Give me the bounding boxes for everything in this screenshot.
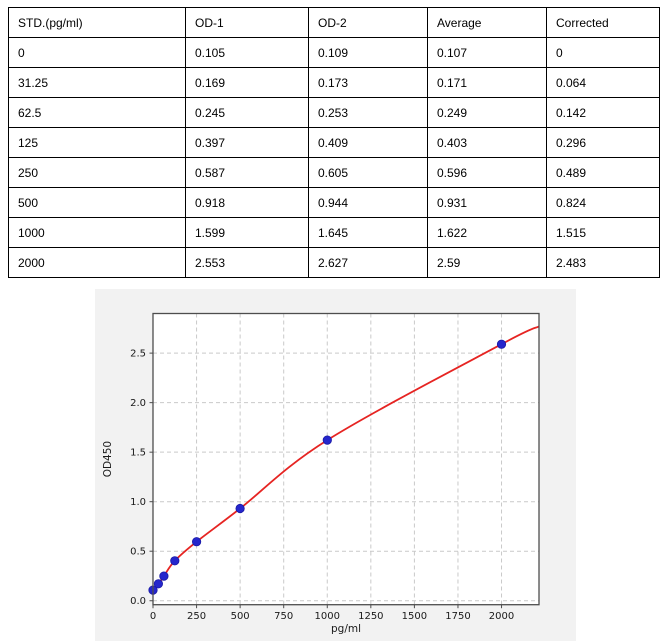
table-cell: 0.249 [427,97,547,128]
table-cell: 2.553 [185,247,309,278]
table-row: 62.5 0.245 0.253 0.249 0.142 [8,97,660,128]
table-cell: 0.169 [185,67,309,98]
table-row: 500 0.918 0.944 0.931 0.824 [8,187,660,218]
scatter-point [192,537,202,547]
plot-border [152,312,540,606]
x-tick-label: 250 [187,611,206,622]
table-cell: 0.171 [427,67,547,98]
table-cell: 0.944 [308,187,428,218]
table-cell: 2000 [8,247,186,278]
table-cell: 0.142 [546,97,660,128]
table-cell: 1.622 [427,217,547,248]
table-header-cell: OD-1 [185,7,309,38]
table-row: 2000 2.553 2.627 2.59 2.483 [8,247,660,278]
table-cell: 0.596 [427,157,547,188]
scatter-point [170,556,180,566]
table-cell: 500 [8,187,186,218]
x-tick-label: 1250 [358,611,383,622]
table-cell: 2.627 [308,247,428,278]
table-cell: 0.105 [185,37,309,68]
table-cell: 0.173 [308,67,428,98]
table-cell: 2.59 [427,247,547,278]
table-cell: 2.483 [546,247,660,278]
scatter-point [496,339,507,349]
table-cell: 0.109 [308,37,428,68]
table-cell: 250 [8,157,186,188]
x-tick-label: 1750 [445,611,470,622]
x-tick-label: 1000 [315,611,340,622]
table-header-cell: OD-2 [308,7,428,38]
table-cell: 0.489 [546,157,660,188]
table-cell: 31.25 [8,67,186,98]
table-cell: 0.587 [185,157,309,188]
table-row: 250 0.587 0.605 0.596 0.489 [8,157,660,188]
x-tick-label: 750 [274,611,293,622]
table-cell: 0.409 [308,127,428,158]
table-cell: 0.824 [546,187,660,218]
table-cell: 0.253 [308,97,428,128]
x-tick-label: 0 [150,611,156,622]
table-header-cell: Corrected [546,7,660,38]
table-cell: 0 [546,37,660,68]
table-cell: 0.064 [546,67,660,98]
table-cell: 62.5 [8,97,186,128]
table-cell: 0.605 [308,157,428,188]
y-tick-label: 0.0 [130,596,146,607]
table-header-cell: Average [427,7,547,38]
table-cell: 0.245 [185,97,309,128]
table-cell: 0.397 [185,127,309,158]
table-cell: 0 [8,37,186,68]
table-cell: 0.107 [427,37,547,68]
y-tick-label: 0.5 [130,547,146,558]
table-cell: 1000 [8,217,186,248]
y-axis-label: OD450 [102,441,114,477]
scatter-point [322,435,332,445]
table-row: 31.25 0.169 0.173 0.171 0.064 [8,67,660,98]
standards-table: STD.(pg/ml) OD-1 OD-2 Average Corrected 0 0.1… [8,7,660,278]
y-tick-label: 2.0 [130,398,146,409]
table-row: 0 0.105 0.109 0.107 0 [8,37,660,68]
table-header-row: STD.(pg/ml) OD-1 OD-2 Average Corrected [8,7,660,38]
table-cell: 125 [8,127,186,158]
table-row: 125 0.397 0.409 0.403 0.296 [8,127,660,158]
scatter-point [159,571,169,581]
x-tick-label: 2000 [489,611,514,622]
x-tick-label: 1500 [402,611,427,622]
y-tick-label: 1.0 [130,497,146,508]
table-cell: 0.931 [427,187,547,218]
table-cell: 1.599 [185,217,309,248]
table-cell: 0.403 [427,127,547,158]
table-cell: 1.515 [546,217,660,248]
table-cell: 0.918 [185,187,309,218]
standard-curve-svg: 0 250 500 750 1000 1250 1500 1750 2000 0.0 0.5 1.0 1… [102,312,540,635]
scatter-point [235,503,245,514]
plot-area [153,313,539,605]
table-body: 0 0.105 0.109 0.107 0 31.25 0.169 0.173 0.171 0.0… [8,37,660,278]
table-header-cell: STD.(pg/ml) [8,7,186,38]
x-tick-label: 500 [231,611,250,622]
y-tick-label: 2.5 [130,349,146,360]
table-cell: 0.296 [546,127,660,158]
scatter-point [153,579,164,589]
table-cell: 1.645 [308,217,428,248]
standard-curve-figure: 0 250 500 750 1000 1250 1500 1750 2000 0.0 0.5 1.0 1… [95,289,576,641]
table-row: 1000 1.599 1.645 1.622 1.515 [8,217,660,248]
y-tick-label: 1.5 [130,448,146,459]
x-axis-label: pg/ml [331,623,361,635]
